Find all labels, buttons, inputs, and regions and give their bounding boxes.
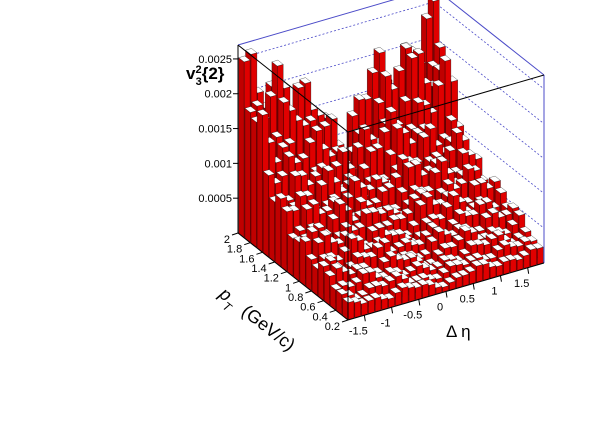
axis-line bbox=[237, 44, 349, 133]
y-tick-label: 0.6 bbox=[300, 302, 315, 314]
y-tick bbox=[341, 319, 349, 323]
axis-line bbox=[347, 74, 545, 133]
bars-group bbox=[238, 0, 544, 320]
y-tick-label: 1.2 bbox=[264, 273, 279, 285]
x-tick bbox=[363, 315, 366, 322]
x-tick-label: 0 bbox=[437, 302, 443, 314]
z-tick-label: 0.001 bbox=[204, 158, 232, 170]
ticks-group: -1.5-1-0.500.511.50.20.40.60.811.21.41.6… bbox=[198, 45, 529, 337]
x-tick bbox=[418, 299, 421, 306]
y-tick-label: 0.2 bbox=[325, 321, 340, 333]
x-tick-label: 1 bbox=[491, 286, 497, 298]
x-tick bbox=[499, 275, 502, 282]
z-tick-label: 0.0025 bbox=[198, 54, 232, 66]
y-tick bbox=[231, 232, 239, 236]
x-tick-label: -0.5 bbox=[403, 309, 422, 321]
x-tick-label: -1 bbox=[381, 317, 391, 329]
x-tick bbox=[527, 267, 530, 274]
x-tick-label: -1.5 bbox=[349, 325, 368, 337]
z-axis-title: v2 3{2} bbox=[186, 64, 225, 88]
z-tick-label: 0.002 bbox=[204, 89, 232, 101]
x-tick-label: 0.5 bbox=[460, 294, 475, 306]
y-tick-label: 2 bbox=[224, 234, 230, 246]
y-tick bbox=[292, 280, 300, 284]
y-tick bbox=[280, 271, 288, 275]
frame-line bbox=[237, 0, 395, 46]
y-tick bbox=[305, 290, 312, 294]
y-tick-label: 0.4 bbox=[312, 311, 327, 323]
x-tick bbox=[472, 283, 475, 290]
x-tick bbox=[391, 307, 394, 314]
axis-line bbox=[237, 232, 349, 321]
y-tick bbox=[317, 300, 324, 304]
y-tick bbox=[268, 261, 275, 265]
y-tick-label: 0.8 bbox=[288, 292, 303, 304]
z-tick-label: 0.0015 bbox=[198, 124, 232, 136]
x-tick bbox=[445, 291, 448, 298]
z-tick-label: 0.0005 bbox=[198, 193, 232, 205]
frame-line bbox=[448, 0, 545, 76]
y-tick-label: 1.6 bbox=[239, 253, 254, 265]
y-tick-label: 1 bbox=[285, 282, 291, 294]
y-tick-label: 1.8 bbox=[227, 244, 242, 256]
y-tick bbox=[256, 251, 263, 255]
y-tick bbox=[329, 309, 336, 313]
x-tick-label: 1.5 bbox=[514, 278, 529, 290]
x-axis-title: Δ η bbox=[446, 322, 471, 341]
y-tick-label: 1.4 bbox=[251, 263, 266, 275]
y-tick bbox=[244, 242, 251, 246]
